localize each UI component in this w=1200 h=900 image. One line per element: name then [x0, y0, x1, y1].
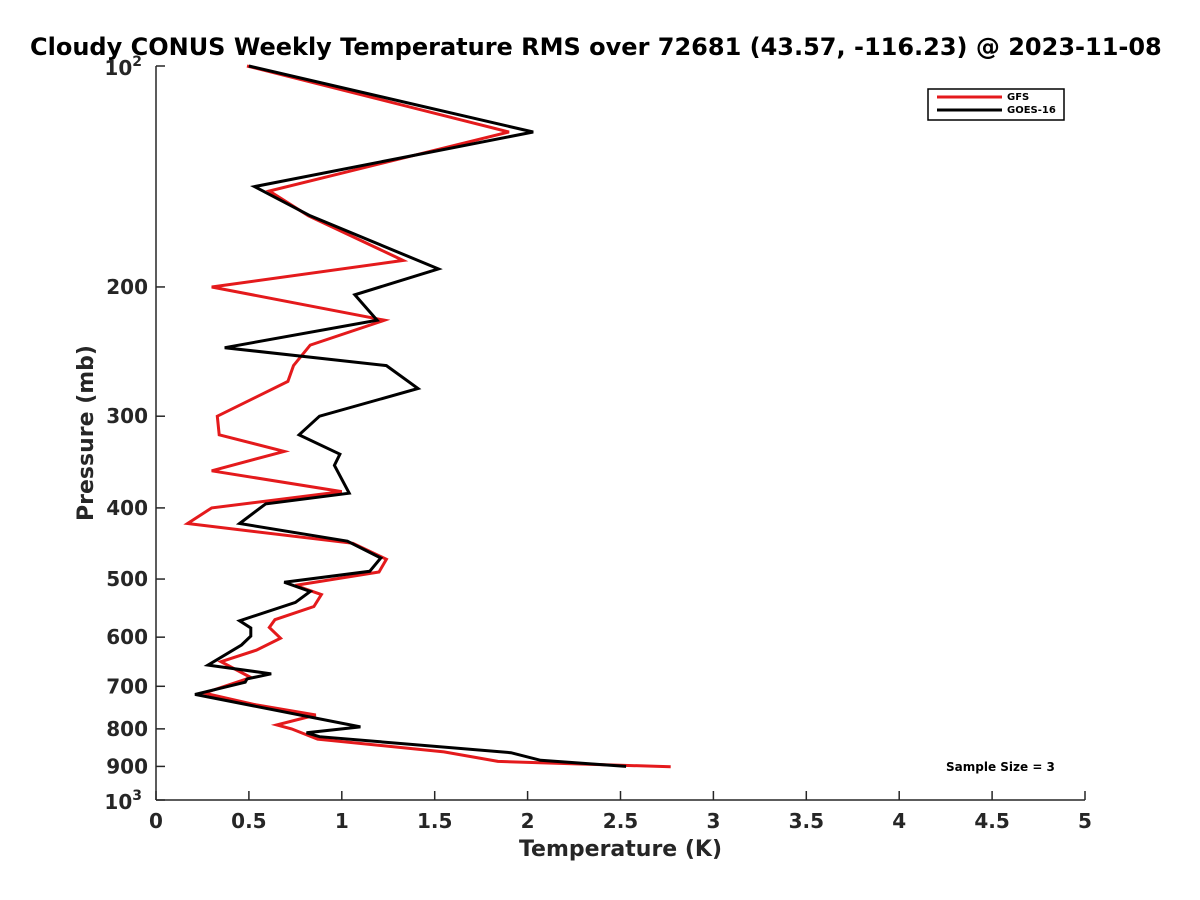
y-tick-label: 900	[106, 754, 148, 778]
x-axis-label: Temperature (K)	[519, 837, 722, 862]
y-tick-label: 103	[104, 788, 142, 814]
x-tick-label: 1	[335, 809, 349, 833]
x-ticks: 0 0.5 1 1.5 2 2.5 3 3.5 4 4.5 5	[149, 791, 1092, 833]
y-axis-label: Pressure (mb)	[74, 345, 99, 521]
legend: GFS GOES-16	[927, 88, 1065, 121]
y-tick-label: 600	[106, 625, 148, 649]
x-tick-label: 4	[892, 809, 906, 833]
series-lines	[183, 64, 671, 769]
x-tick-label: 5	[1078, 809, 1092, 833]
sample-size-annotation: Sample Size = 3	[946, 760, 1055, 774]
chart-title: Cloudy CONUS Weekly Temperature RMS over…	[30, 33, 1162, 61]
legend-label-goes16: GOES-16	[1007, 105, 1056, 116]
y-tick-label: 200	[106, 275, 148, 299]
y-tick-label: 700	[106, 674, 148, 698]
y-tick-label: 102	[104, 54, 142, 80]
legend-label-gfs: GFS	[1007, 92, 1029, 103]
y-tick-label: 300	[106, 404, 148, 428]
y-tick-label: 500	[106, 567, 148, 591]
x-tick-label: 0	[149, 809, 163, 833]
x-tick-label: 0.5	[231, 809, 266, 833]
y-tick-label: 800	[106, 717, 148, 741]
x-tick-label: 1.5	[417, 809, 452, 833]
series-line-goes16	[194, 64, 627, 768]
x-tick-label: 2.5	[603, 809, 638, 833]
x-tick-label: 4.5	[974, 809, 1009, 833]
x-tick-label: 3.5	[789, 809, 824, 833]
y-ticks: 102 200 300 400 500 600 700 800 900 103	[104, 54, 165, 814]
legend-box	[927, 88, 1065, 121]
y-tick-label: 400	[106, 496, 148, 520]
x-tick-label: 2	[521, 809, 535, 833]
x-tick-label: 3	[706, 809, 720, 833]
series-line-gfs	[183, 64, 671, 769]
